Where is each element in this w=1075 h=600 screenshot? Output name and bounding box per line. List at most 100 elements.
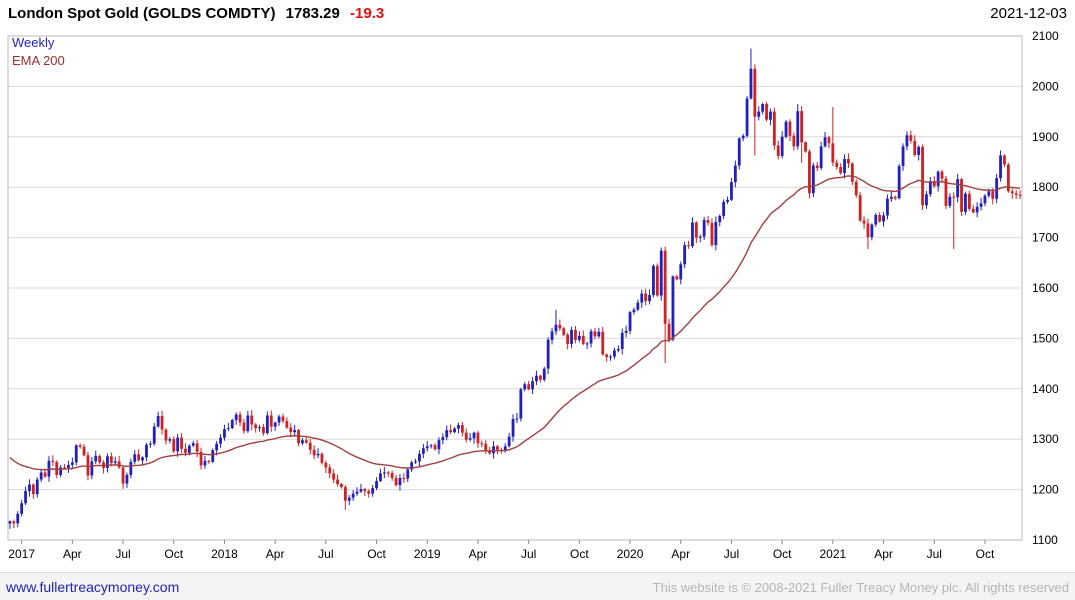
candle-body — [203, 460, 207, 466]
candle-body — [776, 145, 780, 156]
candle-body — [800, 111, 804, 143]
candle-body — [788, 121, 792, 136]
candle-body — [511, 419, 515, 437]
ema-overlay-label: EMA 200 — [12, 53, 65, 68]
candle-body — [121, 467, 125, 484]
candle-body — [20, 503, 24, 514]
candle-body — [258, 427, 261, 429]
candle-body — [51, 460, 55, 462]
candle-body — [613, 350, 616, 357]
candle-body — [262, 427, 265, 434]
candle-body — [90, 461, 94, 476]
candle-body — [242, 422, 246, 432]
candle-body — [636, 302, 640, 310]
candle-body — [468, 438, 472, 440]
candle-body — [273, 422, 277, 427]
candle-body — [741, 135, 745, 139]
y-tick-label: 1800 — [1032, 180, 1059, 194]
candle-body — [195, 443, 199, 452]
candle-body — [82, 446, 86, 456]
candle-body — [831, 143, 835, 163]
candle-body — [925, 194, 928, 206]
candle-body — [620, 332, 624, 349]
candle-body — [1003, 155, 1006, 165]
candle-body — [862, 220, 866, 224]
candle-body — [55, 461, 59, 475]
candle-body — [936, 171, 940, 187]
candle-body — [39, 472, 43, 480]
candle-body — [316, 453, 320, 456]
candle-body — [375, 481, 378, 489]
candle-body — [254, 424, 258, 429]
candle-body — [43, 472, 47, 477]
candle-body — [382, 472, 386, 474]
candle-body — [819, 146, 823, 169]
candle-body — [492, 446, 495, 454]
candle-body — [324, 462, 328, 468]
candle-body — [464, 432, 468, 440]
candle-body — [336, 479, 339, 485]
candle-body — [866, 223, 870, 238]
candle-body — [691, 222, 694, 247]
candle-body — [597, 331, 601, 337]
candle-body — [47, 460, 51, 477]
y-tick-label: 1600 — [1032, 281, 1059, 295]
candle-body — [523, 384, 527, 390]
candle-body — [804, 142, 807, 152]
candle-body — [223, 429, 226, 438]
y-tick-label: 1400 — [1032, 382, 1059, 396]
candle-body — [835, 162, 839, 168]
candle-body — [133, 454, 137, 462]
candle-body — [180, 437, 183, 449]
x-tick-label: Apr — [874, 547, 893, 561]
candle-body — [605, 354, 609, 358]
x-tick-label: Oct — [570, 547, 589, 561]
candle-body — [164, 429, 168, 441]
candle-body — [86, 455, 90, 476]
candle-body — [28, 484, 31, 492]
candle-body — [581, 335, 585, 344]
candle-body — [184, 448, 187, 453]
candle-body — [628, 312, 632, 331]
candle-body — [850, 163, 854, 182]
candle-body — [234, 414, 238, 421]
candle-body — [761, 104, 765, 112]
candle-body — [909, 135, 913, 141]
candle-body — [176, 437, 180, 452]
candle-body — [745, 98, 749, 136]
site-link[interactable]: www.fullertreacymoney.com — [6, 579, 180, 595]
candle-body — [1006, 164, 1010, 192]
candle-body — [706, 219, 710, 223]
price-chart[interactable]: 1100 1200 1300 1400 1500 1600 1700 1800 1900 2000… — [0, 28, 1075, 572]
candle-body — [281, 416, 285, 422]
candle-body — [538, 375, 542, 380]
candle-body — [219, 437, 222, 444]
x-tick-label: Jul — [115, 547, 130, 561]
candle-body — [956, 179, 960, 198]
candle-body — [655, 265, 659, 296]
candle-body — [589, 331, 593, 344]
candle-body — [640, 293, 644, 303]
candle-body — [882, 215, 885, 222]
candle-body — [488, 451, 492, 454]
candle-body — [476, 432, 480, 444]
candle-body — [172, 439, 176, 452]
plot-border — [7, 35, 1023, 541]
candle-body — [343, 487, 347, 501]
candle-body — [601, 331, 605, 355]
candle-body — [293, 430, 297, 433]
candle-body — [347, 497, 351, 501]
candle-body — [437, 440, 441, 450]
candle-body — [74, 445, 78, 463]
candle-body — [94, 455, 98, 462]
candle-body — [757, 111, 761, 117]
candle-body — [928, 181, 932, 195]
candle-body — [269, 415, 273, 427]
candle-body — [250, 415, 254, 425]
instrument-title: London Spot Gold (GOLDS COMDTY) — [8, 5, 276, 22]
candle-body — [160, 416, 164, 430]
x-tick-label: Apr — [63, 547, 82, 561]
x-tick-label: Apr — [469, 547, 488, 561]
candle-body — [31, 484, 35, 495]
candle-body — [979, 203, 983, 207]
